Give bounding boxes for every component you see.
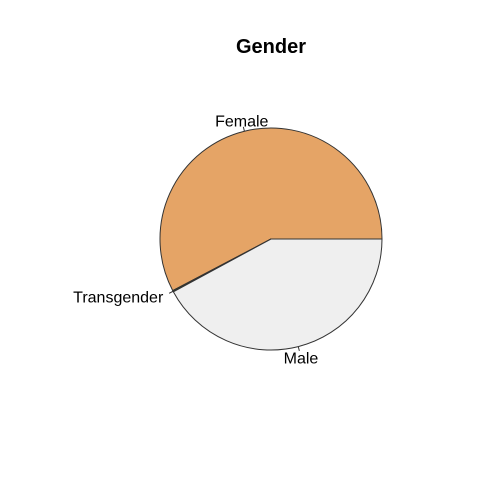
pie-label-transgender: Transgender — [73, 289, 164, 306]
pie-slices — [159, 127, 383, 351]
pie-labels: Female Transgender Male — [73, 113, 318, 367]
leader-line-female — [242, 126, 245, 132]
chart-title: Gender — [236, 36, 306, 58]
leader-line-transgender — [168, 290, 174, 294]
leader-line-male — [297, 346, 300, 352]
pie-slice-male — [172, 238, 383, 351]
pie-slice-female — [159, 127, 383, 292]
pie-label-female: Female — [215, 113, 268, 130]
pie-label-male: Male — [284, 350, 319, 367]
